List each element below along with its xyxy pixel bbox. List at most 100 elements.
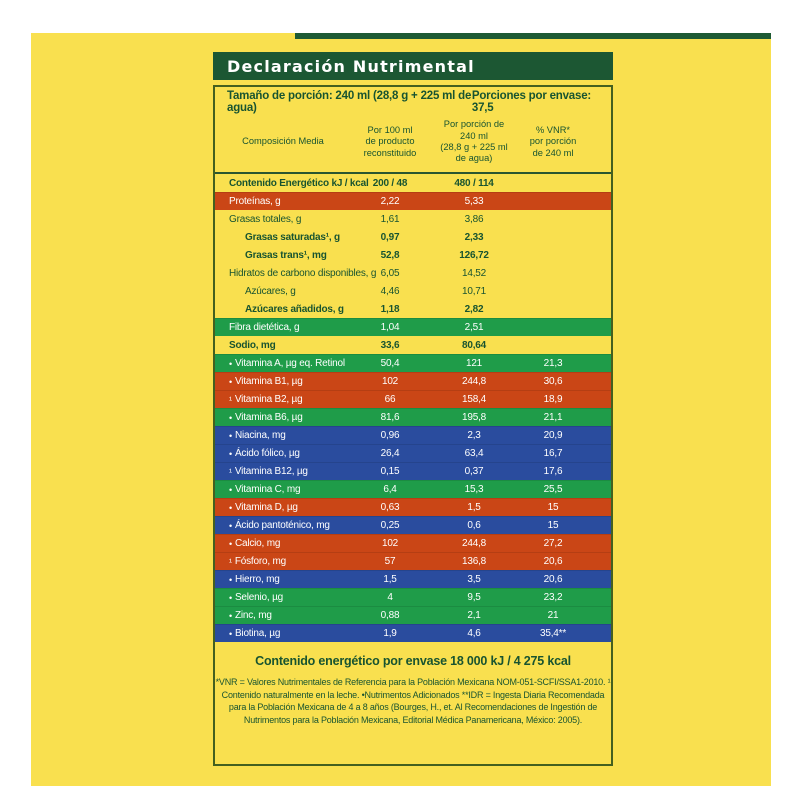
nutrient-row: Azúcares añadidos, g 1,18 2,82: [215, 300, 611, 318]
nutrient-label: Biotina, µg: [234, 628, 281, 639]
nutrient-label: Grasas saturadas¹, g: [245, 231, 340, 243]
nutrient-row: • Zinc, mg 0,88 2,1 21: [215, 606, 611, 624]
nutrient-name: • Calcio, mg: [215, 538, 351, 549]
nutrient-name: Grasas totales, g: [215, 214, 351, 225]
nutrient-name: ¹ Vitamina B2, µg: [215, 394, 351, 405]
value-per-100ml: 0,63: [380, 502, 400, 513]
nutrient-label: Fósforo, mg: [234, 556, 286, 567]
nutrient-name: Azúcares, g: [215, 286, 351, 297]
bullet-marker: •: [229, 484, 232, 495]
value-vnr: 17,6: [543, 466, 563, 477]
bullet-marker: •: [229, 628, 232, 639]
nutrient-label: Grasas trans¹, mg: [245, 249, 327, 261]
value-per-100ml: 0,88: [380, 610, 400, 621]
value-per-portion: 121: [465, 358, 483, 369]
footnote-marker: ¹: [229, 466, 232, 477]
footnote-marker: ¹: [229, 556, 232, 567]
value-vnr: 18,9: [543, 394, 563, 405]
value-per-100ml: 102: [381, 538, 399, 549]
nutrient-label: Ácido fólico, µg: [234, 448, 300, 459]
column-header-per-portion: Por porción de 240 ml (28,8 g + 225 ml d…: [440, 119, 508, 164]
nutrient-label: Azúcares, g: [245, 285, 296, 297]
nutrient-name: ¹ Vitamina B12, µg: [215, 466, 351, 477]
nutrient-row: Azúcares, g 4,46 10,71: [215, 282, 611, 300]
footnote: *VNR = Valores Nutrimentales de Referenc…: [215, 676, 611, 726]
nutrient-name: • Vitamina B1, µg: [215, 376, 351, 387]
value-vnr: 15: [547, 520, 559, 531]
nutrient-name: Azúcares añadidos, g: [215, 304, 351, 315]
column-header-vnr: % VNR* por porción de 240 ml: [529, 125, 577, 158]
value-per-portion: 2,3: [467, 430, 481, 441]
value-vnr: 25,5: [543, 484, 563, 495]
nutrient-row: • Hierro, mg 1,5 3,5 20,6: [215, 570, 611, 588]
bullet-marker: •: [229, 520, 232, 531]
nutrient-name: • Vitamina C, mg: [215, 484, 351, 495]
value-vnr: 30,6: [543, 376, 563, 387]
nutrient-rows: Contenido Energético kJ / kcal 200 / 48 48…: [215, 174, 611, 642]
nutrient-name: Grasas saturadas¹, g: [215, 232, 351, 243]
value-per-portion: 2,82: [464, 303, 484, 315]
bullet-marker: •: [229, 502, 232, 513]
value-per-portion: 244,8: [461, 538, 487, 549]
nutrient-row: Fibra dietética, g 1,04 2,51: [215, 318, 611, 336]
nutrient-name: • Zinc, mg: [215, 610, 351, 621]
nutrient-name: • Biotina, µg: [215, 628, 351, 639]
nutrient-row: Sodio, mg 33,6 80,64: [215, 336, 611, 354]
nutrient-label: Vitamina B1, µg: [234, 376, 303, 387]
value-vnr: 20,9: [543, 430, 563, 441]
nutrient-label: Hidratos de carbono disponibles, g: [229, 267, 377, 279]
value-per-100ml: 52,8: [380, 249, 400, 261]
nutrient-label: Ácido pantoténico, mg: [234, 520, 330, 531]
value-vnr: 20,6: [543, 574, 563, 585]
value-per-100ml: 0,25: [380, 520, 400, 531]
value-per-portion: 126,72: [459, 249, 489, 261]
value-per-portion: 158,4: [461, 394, 487, 405]
nutrient-row: • Biotina, µg 1,9 4,6 35,4**: [215, 624, 611, 642]
value-per-100ml: 1,9: [383, 628, 397, 639]
nutrient-label: Niacina, mg: [234, 430, 286, 441]
value-per-100ml: 1,18: [380, 303, 400, 315]
nutrient-row: • Vitamina D, µg 0,63 1,5 15: [215, 498, 611, 516]
nutrient-label: Sodio, mg: [229, 339, 276, 351]
value-per-100ml: 102: [381, 376, 399, 387]
value-per-portion: 0,6: [467, 520, 481, 531]
value-per-100ml: 33,6: [380, 339, 400, 351]
footnote-marker: ¹: [229, 394, 232, 405]
nutrient-name: Hidratos de carbono disponibles, g: [215, 268, 376, 279]
bullet-marker: •: [229, 610, 232, 621]
nutrient-row: • Vitamina B6, µg 81,6 195,8 21,1: [215, 408, 611, 426]
nutrient-label: Contenido Energético kJ / kcal: [229, 177, 369, 189]
footnote-line: para la Población Mexicana de 4 a 8 años…: [228, 702, 598, 713]
nutrient-name: Contenido Energético kJ / kcal: [215, 178, 369, 189]
value-vnr: 21,3: [543, 358, 563, 369]
nutrient-row: Grasas totales, g 1,61 3,86: [215, 210, 611, 228]
nutrient-label: Vitamina D, µg: [234, 502, 298, 513]
value-per-100ml: 6,4: [383, 484, 397, 495]
nutrient-row: • Ácido pantoténico, mg 0,25 0,6 15: [215, 516, 611, 534]
value-per-100ml: 26,4: [380, 448, 400, 459]
value-per-100ml: 4: [387, 592, 393, 603]
value-per-100ml: 0,97: [380, 231, 400, 243]
nutrient-row: Grasas saturadas¹, g 0,97 2,33: [215, 228, 611, 246]
nutrient-row: Proteínas, g 2,22 5,33: [215, 192, 611, 210]
nutrient-label: Fibra dietética, g: [229, 322, 300, 333]
bullet-marker: •: [229, 592, 232, 603]
package-yellow-panel: Declaración Nutrimental Tamaño de porció…: [31, 33, 771, 786]
nutrient-label: Grasas totales, g: [229, 213, 302, 225]
value-per-portion: 63,4: [464, 448, 484, 459]
value-per-portion: 3,5: [467, 574, 481, 585]
column-header-composition: Composición Media: [242, 136, 324, 147]
value-per-100ml: 1,5: [383, 574, 397, 585]
top-green-strip: [295, 33, 771, 39]
nutrient-name: • Vitamina D, µg: [215, 502, 351, 513]
serving-size-label: Tamaño de porción: 240 ml (28,8 g + 225 …: [227, 90, 472, 114]
nutrient-row: • Calcio, mg 102 244,8 27,2: [215, 534, 611, 552]
column-header-per-100ml: Por 100 ml de producto reconstituido: [363, 125, 417, 158]
nutrient-row: • Vitamina A, µg eq. Retinol 50,4 121 21,3: [215, 354, 611, 372]
nutrient-name: • Ácido pantoténico, mg: [215, 520, 351, 531]
value-per-portion: 1,5: [467, 502, 481, 513]
nutrient-label: Vitamina B2, µg: [234, 394, 303, 405]
value-vnr: 20,6: [543, 556, 563, 567]
serving-info: Tamaño de porción: 240 ml (28,8 g + 225 …: [215, 90, 611, 114]
nutrition-title-bar: Declaración Nutrimental: [213, 52, 613, 80]
